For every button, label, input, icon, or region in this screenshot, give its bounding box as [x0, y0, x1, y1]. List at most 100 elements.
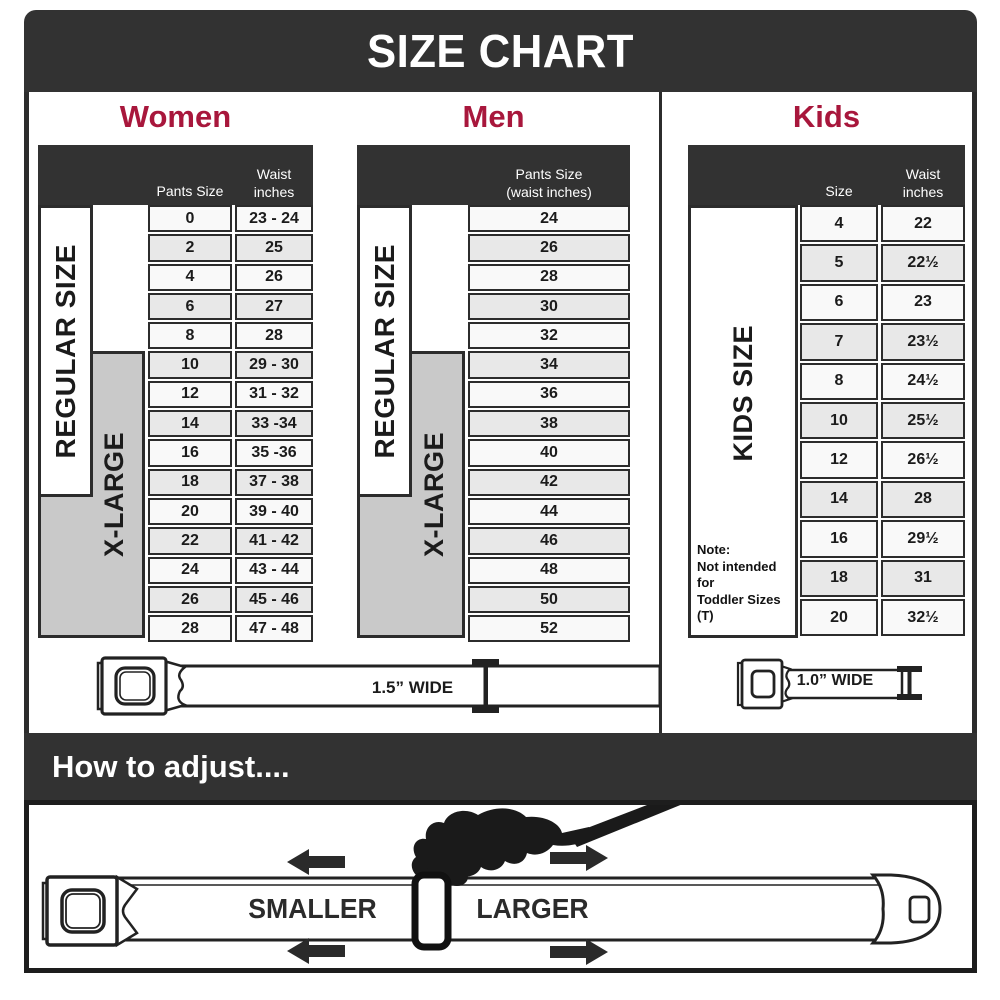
pants-size-cell: 12 [148, 380, 232, 409]
table-row: 30 [468, 292, 630, 321]
arrow-left-top-icon [287, 849, 345, 875]
pants-size-cell: 0 [148, 205, 232, 233]
waist-inches-cell: 41 - 42 [235, 527, 313, 555]
table-row: 48 [468, 556, 630, 584]
pants-size-cell: 6 [148, 292, 232, 321]
pants-size-cell: 42 [468, 468, 630, 496]
belt-adjuster-slider [411, 871, 452, 951]
women-col-waist-line2: inches [253, 183, 295, 200]
table-row: 5 22½ [800, 244, 965, 282]
pants-size-cell: 44 [468, 497, 630, 526]
women-regular-box: REGULAR SIZE [38, 205, 93, 497]
pants-size-cell: 8 [148, 322, 232, 350]
men-regular-label: REGULAR SIZE [368, 243, 400, 459]
kids-size-box: KIDS SIZE Note: Not intended for Toddler… [688, 205, 798, 638]
table-row: 4 22 [800, 205, 965, 243]
kids-belt-width-label: 1.0” WIDE [796, 672, 874, 689]
pants-size-cell: 26 [148, 585, 232, 614]
table-row: 8 28 [148, 322, 313, 350]
kids-waist-cell: 28 [881, 480, 965, 519]
kids-heading: Kids [792, 99, 861, 134]
table-row: 14 33 -34 [148, 410, 313, 438]
belt-tip [869, 873, 942, 945]
table-row: 50 [468, 585, 630, 614]
table-row: 16 35 -36 [148, 439, 313, 467]
table-row: 32 [468, 322, 630, 350]
table-row: 10 25½ [800, 401, 965, 440]
belt-tip-hole [908, 895, 931, 924]
table-row: 10 29 - 30 [148, 351, 313, 379]
table-row: 46 [468, 527, 630, 555]
waist-inches-cell: 25 [235, 234, 313, 262]
kids-waist-cell: 24½ [881, 362, 965, 400]
kids-size-cell: 14 [800, 480, 878, 519]
pants-size-cell: 34 [468, 351, 630, 379]
waist-inches-cell: 35 -36 [235, 439, 313, 467]
kids-size-cell: 5 [800, 244, 878, 282]
how-to-adjust-bar: How to adjust.... [24, 733, 977, 800]
waist-inches-cell: 23 - 24 [235, 205, 313, 233]
pants-size-cell: 24 [468, 205, 630, 233]
pants-size-cell: 20 [148, 497, 232, 526]
women-table-header: Pants Size Waist inches [38, 145, 313, 205]
table-row: 8 24½ [800, 362, 965, 400]
arrow-right-bottom-icon [550, 939, 608, 965]
adult-buckle-connector [162, 659, 189, 713]
arrow-right-top-icon [550, 845, 608, 871]
table-row: 52 [468, 615, 630, 643]
kids-belt-illustration [736, 658, 922, 710]
pants-size-cell: 38 [468, 410, 630, 438]
adult-buckle-button [114, 666, 156, 706]
kids-size-cell: 16 [800, 520, 878, 558]
table-row: 26 45 - 46 [148, 585, 313, 614]
adjust-buckle-connector [115, 874, 139, 948]
pants-size-cell: 16 [148, 439, 232, 467]
table-row: 12 31 - 32 [148, 380, 313, 409]
table-row: 14 28 [800, 480, 965, 519]
table-row: 22 41 - 42 [148, 527, 313, 555]
waist-inches-cell: 27 [235, 292, 313, 321]
kids-waist-cell: 29½ [881, 520, 965, 558]
pants-size-cell: 18 [148, 468, 232, 496]
table-row: 18 31 [800, 559, 965, 597]
page-title: SIZE CHART [367, 25, 634, 77]
kids-note-title: Note: [697, 541, 731, 557]
kids-size-cell: 12 [800, 441, 878, 479]
kids-size-cell: 6 [800, 283, 878, 322]
table-row: 36 [468, 380, 630, 409]
waist-inches-cell: 28 [235, 322, 313, 350]
kids-size-cell: 20 [800, 598, 878, 637]
kids-buckle-button [750, 669, 776, 699]
table-row: 12 26½ [800, 441, 965, 479]
kids-size-cell: 4 [800, 205, 878, 243]
women-col-pants-size: Pants Size [156, 182, 224, 199]
pants-size-cell: 14 [148, 410, 232, 438]
table-row: 28 47 - 48 [148, 615, 313, 643]
adult-belt-width-label: 1.5” WIDE [371, 678, 454, 697]
table-row: 0 23 - 24 [148, 205, 313, 233]
waist-inches-cell: 43 - 44 [235, 556, 313, 584]
waist-inches-cell: 33 -34 [235, 410, 313, 438]
men-regular-box: REGULAR SIZE [357, 205, 412, 497]
waist-inches-cell: 26 [235, 263, 313, 291]
table-row: 20 39 - 40 [148, 497, 313, 526]
kids-note: Note: Not intended for Toddler Sizes (T) [697, 542, 795, 625]
kids-size-cell: 10 [800, 401, 878, 440]
women-col-waist-line1: Waist [256, 165, 292, 182]
pants-size-cell: 22 [148, 527, 232, 555]
kids-size-table: 4 22 5 22½ 6 23 7 23½ 8 24½ 10 25½ 12 26½ 14 28 16 29½ 18 3… [800, 205, 965, 637]
pants-size-cell: 52 [468, 615, 630, 643]
pants-size-cell: 36 [468, 380, 630, 409]
men-xlarge-label: X-LARGE [418, 432, 449, 557]
men-col-pants-size-line1: Pants Size [515, 165, 583, 182]
adjust-illustration [41, 805, 942, 965]
kids-size-cell: 18 [800, 559, 878, 597]
table-row: 7 23½ [800, 323, 965, 361]
men-col-pants-size-line2: (waist inches) [506, 183, 592, 200]
pants-size-cell: 28 [468, 263, 630, 291]
table-row: 40 [468, 439, 630, 467]
adult-belt-strap [174, 664, 660, 708]
table-row: 24 43 - 44 [148, 556, 313, 584]
table-row: 42 [468, 468, 630, 496]
